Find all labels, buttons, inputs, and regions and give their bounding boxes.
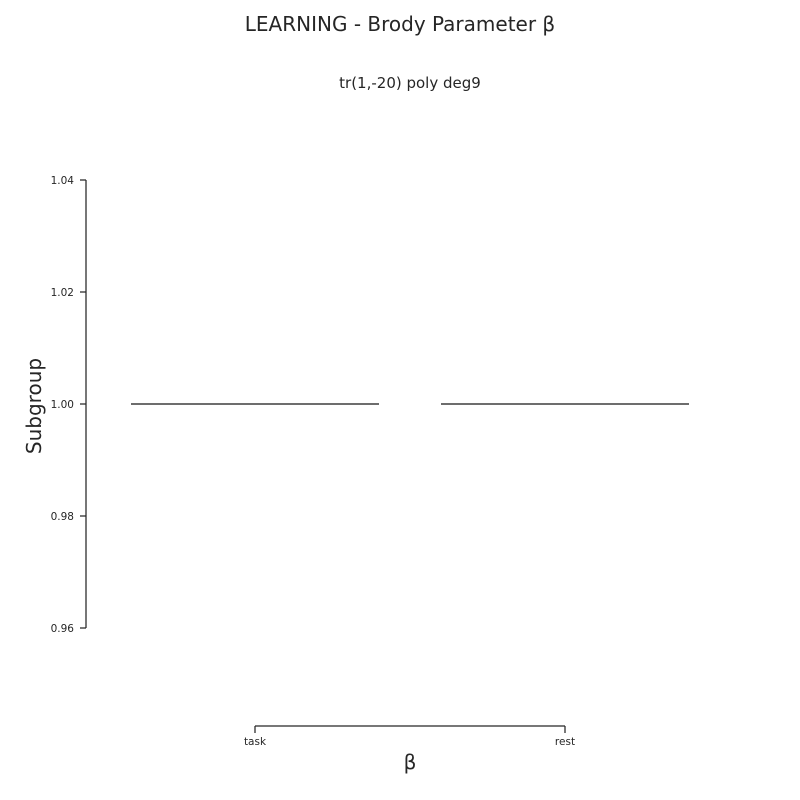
x-tick-label-task: task — [244, 736, 267, 748]
chart-title: LEARNING - Brody Parameter β — [245, 12, 555, 36]
y-tick-label: 0.98 — [51, 511, 74, 523]
y-ticks: 0.96 0.98 1.00 1.02 1.04 — [51, 175, 86, 635]
y-tick-label: 0.96 — [51, 623, 75, 635]
chart-subtitle: tr(1,-20) poly deg9 — [339, 74, 481, 92]
x-ticks: task rest — [244, 726, 575, 748]
x-tick-label-rest: rest — [555, 736, 575, 748]
y-axis-label: Subgroup — [22, 358, 46, 454]
x-axis-label: β — [404, 750, 417, 774]
y-tick-label: 1.02 — [51, 287, 74, 299]
y-tick-label: 1.00 — [51, 399, 74, 411]
y-tick-label: 1.04 — [51, 175, 75, 187]
